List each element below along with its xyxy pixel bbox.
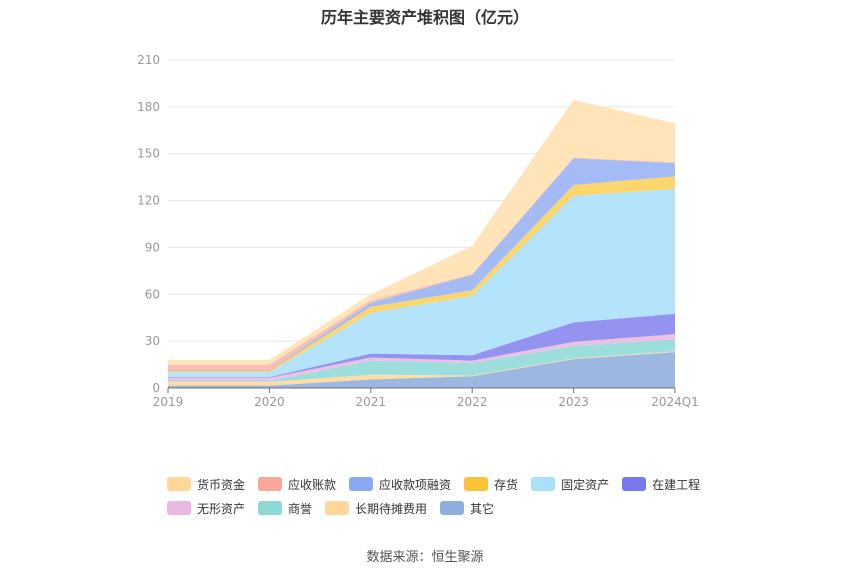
legend-swatch xyxy=(258,501,283,515)
stacked-area-chart: 0 30 60 90 120 150 180 210 2019 2020 2021 2022 2023 2… xyxy=(137,53,699,409)
legend-label: 应收款项融资 xyxy=(379,477,452,492)
area-series xyxy=(168,351,675,386)
legend-label: 固定资产 xyxy=(561,477,610,492)
legend-item-fixed-assets[interactable]: 固定资产 xyxy=(531,476,609,493)
legend-item-inventory[interactable]: 存货 xyxy=(464,476,518,493)
chart-title: 历年主要资产堆积图（亿元） xyxy=(320,8,529,27)
area-series xyxy=(168,188,675,378)
legend-item-receivables-financing[interactable]: 应收款项融资 xyxy=(349,476,451,493)
y-tick-label: 90 xyxy=(145,240,160,254)
x-tick-label: 2020 xyxy=(254,395,285,409)
legend-item-accounts-receivable[interactable]: 应收账款 xyxy=(258,476,336,493)
area-series xyxy=(168,99,675,365)
y-tick-label: 60 xyxy=(145,287,160,301)
x-tick-label: 2021 xyxy=(356,395,387,409)
legend-swatch xyxy=(167,501,191,515)
y-tick-label: 0 xyxy=(152,381,160,395)
legend-row-2: 无形资产 商誉 长期待摊费用 其它 xyxy=(167,496,727,520)
x-tick-label: 2019 xyxy=(153,395,184,409)
legend-swatch xyxy=(258,477,283,491)
legend-label: 商誉 xyxy=(288,501,313,516)
legend-swatch xyxy=(622,477,647,491)
legend-swatch xyxy=(440,501,465,515)
legend-label: 应收账款 xyxy=(288,477,337,492)
legend-swatch xyxy=(349,477,374,491)
legend-row-1: 货币资金 应收账款 应收款项融资 存货 固定资产 在建工程 xyxy=(167,472,727,496)
legend-item-other[interactable]: 其它 xyxy=(440,500,494,517)
legend-label: 无形资产 xyxy=(197,501,246,516)
legend-label: 在建工程 xyxy=(652,477,701,492)
legend-item-cash[interactable]: 货币资金 xyxy=(167,476,245,493)
y-tick-label: 150 xyxy=(137,147,160,161)
x-tick-label: 2024Q1 xyxy=(651,395,699,409)
area-series xyxy=(168,352,675,388)
y-tick-label: 210 xyxy=(137,53,160,67)
x-tick-label: 2023 xyxy=(558,395,589,409)
legend-swatch xyxy=(325,501,350,515)
y-tick-label: 180 xyxy=(137,100,160,114)
area-series xyxy=(168,313,675,378)
y-tick-label: 120 xyxy=(137,194,160,208)
legend-swatch xyxy=(167,477,191,491)
legend-swatch xyxy=(531,477,556,491)
legend-item-construction-in-progress[interactable]: 在建工程 xyxy=(622,476,700,493)
x-tick-label: 2022 xyxy=(457,395,488,409)
area-series xyxy=(168,158,675,371)
legend-label: 存货 xyxy=(494,477,519,492)
legend-label: 货币资金 xyxy=(197,477,246,492)
legend-swatch xyxy=(464,477,489,491)
legend-item-goodwill[interactable]: 商誉 xyxy=(258,500,312,517)
legend-label: 其它 xyxy=(470,501,495,516)
area-series xyxy=(168,334,675,381)
y-tick-label: 30 xyxy=(145,334,160,348)
legend-item-long-term-prepaid[interactable]: 长期待摊费用 xyxy=(325,500,427,517)
data-source: 数据来源：恒生聚源 xyxy=(366,550,484,565)
legend-label: 长期待摊费用 xyxy=(355,501,428,516)
chart-legend: 货币资金 应收账款 应收款项融资 存货 固定资产 在建工程 无形资产 xyxy=(167,472,727,520)
legend-item-intangible-assets[interactable]: 无形资产 xyxy=(167,500,245,517)
area-series xyxy=(168,339,675,382)
